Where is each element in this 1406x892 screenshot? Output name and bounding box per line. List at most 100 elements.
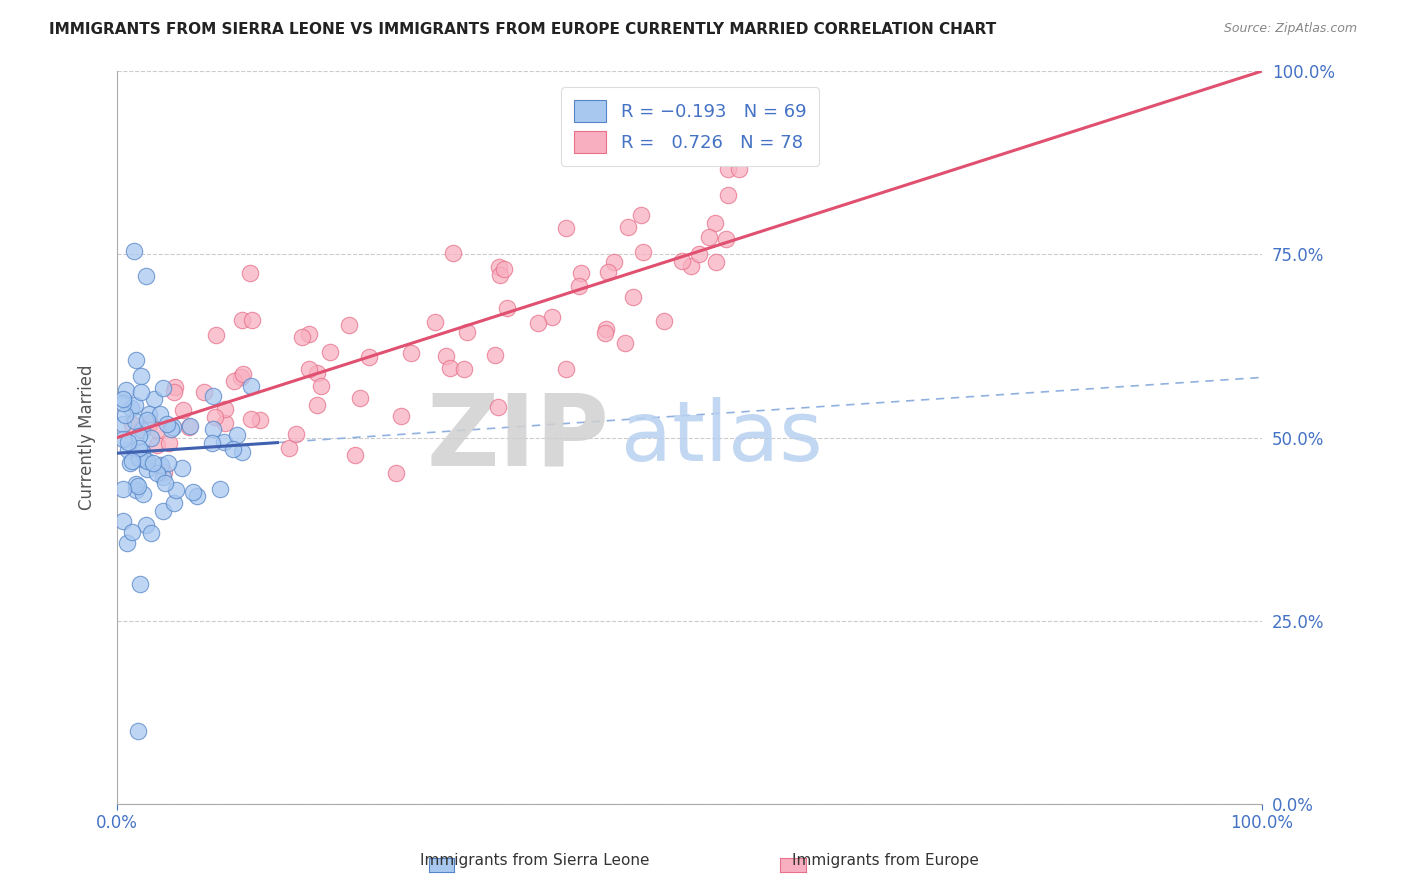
Point [114,408,136,422]
Point [157,456,180,470]
Point [157,435,180,450]
Point [115,383,138,397]
Point [142,457,165,471]
Point [527,316,550,330]
Point [231,313,253,327]
Point [111,396,134,410]
Text: ZIP: ZIP [426,389,609,486]
Point [229,370,252,384]
Point [204,327,226,342]
Point [214,416,236,430]
Point [495,301,517,315]
Point [129,369,152,384]
Point [181,485,204,500]
Point [202,422,225,436]
Text: Immigrants from Sierra Leone: Immigrants from Sierra Leone [419,853,650,868]
Point [240,411,263,425]
Point [125,352,148,367]
Point [138,408,160,422]
Point [494,261,516,276]
Point [389,409,412,423]
Text: atlas: atlas [621,397,823,478]
Point [141,525,163,540]
Point [679,260,702,274]
Point [115,536,138,550]
Point [152,470,174,484]
Point [111,514,134,528]
Text: Immigrants from Europe: Immigrants from Europe [793,853,979,868]
Y-axis label: Currently Married: Currently Married [79,365,96,510]
Point [129,422,152,436]
Point [704,215,727,229]
Point [163,380,186,394]
Point [249,413,271,427]
Point [172,402,194,417]
Point [134,452,156,467]
Point [240,312,263,326]
Point [232,368,254,382]
Point [489,268,512,282]
Point [160,422,183,436]
Point [285,426,308,441]
Point [717,162,740,177]
Point [484,348,506,362]
Point [156,417,179,432]
Point [162,419,184,434]
Point [554,361,576,376]
Point [214,435,236,450]
Point [146,438,169,452]
Point [231,444,253,458]
Point [704,255,727,269]
Point [172,461,194,475]
Point [128,429,150,443]
Text: Source: ZipAtlas.com: Source: ZipAtlas.com [1223,22,1357,36]
Point [135,269,157,284]
Point [423,315,446,329]
Point [141,431,163,445]
Point [129,577,152,591]
Point [318,345,340,359]
Point [163,496,186,510]
Point [111,432,134,446]
Point [630,208,652,222]
Point [555,221,578,235]
Point [125,483,148,498]
Point [617,220,640,235]
Point [631,245,654,260]
Point [204,410,226,425]
Point [727,161,749,176]
Point [177,419,200,434]
Point [298,362,321,376]
Point [121,453,143,467]
Point [202,389,225,403]
Point [121,525,143,540]
Point [453,362,475,376]
Point [441,246,464,260]
Point [121,417,143,431]
Point [165,483,187,498]
Point [384,467,406,481]
Point [124,414,146,428]
Point [214,401,236,416]
Point [240,379,263,393]
Point [488,260,510,275]
Legend: R = −0.193   N = 69, R =   0.726   N = 78: R = −0.193 N = 69, R = 0.726 N = 78 [561,87,820,166]
Point [399,345,422,359]
Point [344,448,367,462]
Point [127,479,149,493]
Point [139,416,162,430]
Point [595,326,617,340]
Point [128,441,150,455]
Point [568,279,591,293]
Point [111,392,134,406]
Point [226,428,249,442]
Point [456,326,478,340]
Point [152,504,174,518]
Point [149,407,172,421]
Point [150,458,173,472]
Point [124,244,146,258]
Point [486,401,509,415]
Point [135,412,157,426]
Point [124,398,146,412]
Point [222,374,245,388]
